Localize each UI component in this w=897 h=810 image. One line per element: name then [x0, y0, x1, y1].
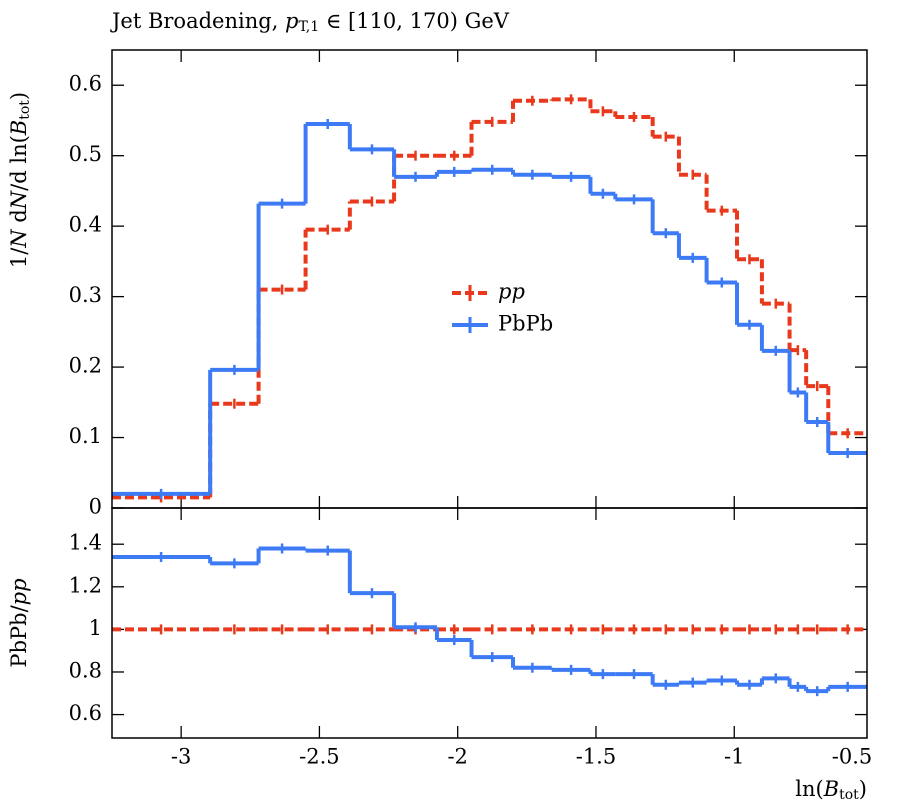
- legend-label: pp: [498, 280, 525, 304]
- y-tick-label: 0.5: [69, 142, 102, 166]
- label-part: tot: [17, 100, 33, 120]
- label-part: ln(: [795, 777, 823, 801]
- title-part: ∈ [110, 170) GeV: [319, 9, 510, 33]
- label-part: N: [7, 229, 31, 249]
- x-tick-label: -2: [447, 745, 467, 769]
- y-axis-label: PbPb/pp: [7, 578, 31, 667]
- x-tick-label: -1: [724, 745, 744, 769]
- x-axis-label: ln(Btot): [795, 777, 867, 804]
- plot-frame: [111, 507, 868, 739]
- y-tick-label: 0.1: [69, 424, 102, 448]
- title-part: p: [285, 9, 298, 33]
- x-tick-label: -3: [171, 745, 191, 769]
- y-tick-label: 0.6: [69, 701, 102, 725]
- title-part: Jet Broadening,: [110, 9, 285, 33]
- y-tick-label: 0.3: [69, 283, 102, 307]
- chart-title: Jet Broadening, pT,1 ∈ [110, 170) GeV: [110, 9, 510, 36]
- y-tick-label: 1: [89, 616, 102, 640]
- label-part: 1/: [7, 247, 31, 268]
- label-part: N: [7, 190, 31, 210]
- label-part: pp: [7, 578, 31, 605]
- y-axis-label: 1/N dN/d ln(Btot): [7, 92, 34, 268]
- label-part: B: [823, 777, 839, 801]
- legend-label: PbPb: [498, 312, 553, 336]
- x-tick-label: -0.5: [832, 745, 873, 769]
- y-tick-label: 0: [89, 495, 102, 519]
- label-part: ): [859, 777, 867, 801]
- y-tick-label: 0.6: [69, 72, 102, 96]
- label-part: tot: [839, 787, 859, 803]
- plot-frame: [111, 49, 868, 509]
- label-part: ): [7, 92, 31, 100]
- title-part: T,1: [298, 19, 319, 35]
- y-tick-label: 1.2: [69, 573, 102, 597]
- y-tick-label: 0.2: [69, 354, 102, 378]
- y-tick-label: 1.4: [69, 531, 102, 555]
- label-part: d: [7, 209, 31, 229]
- label-part: B: [7, 120, 31, 136]
- label-part: /d ln(: [7, 135, 31, 191]
- label-part: PbPb/: [7, 604, 31, 667]
- x-tick-label: -2.5: [299, 745, 340, 769]
- y-tick-label: 0.4: [69, 213, 102, 237]
- y-tick-label: 0.8: [69, 658, 102, 682]
- x-tick-label: -1.5: [576, 745, 617, 769]
